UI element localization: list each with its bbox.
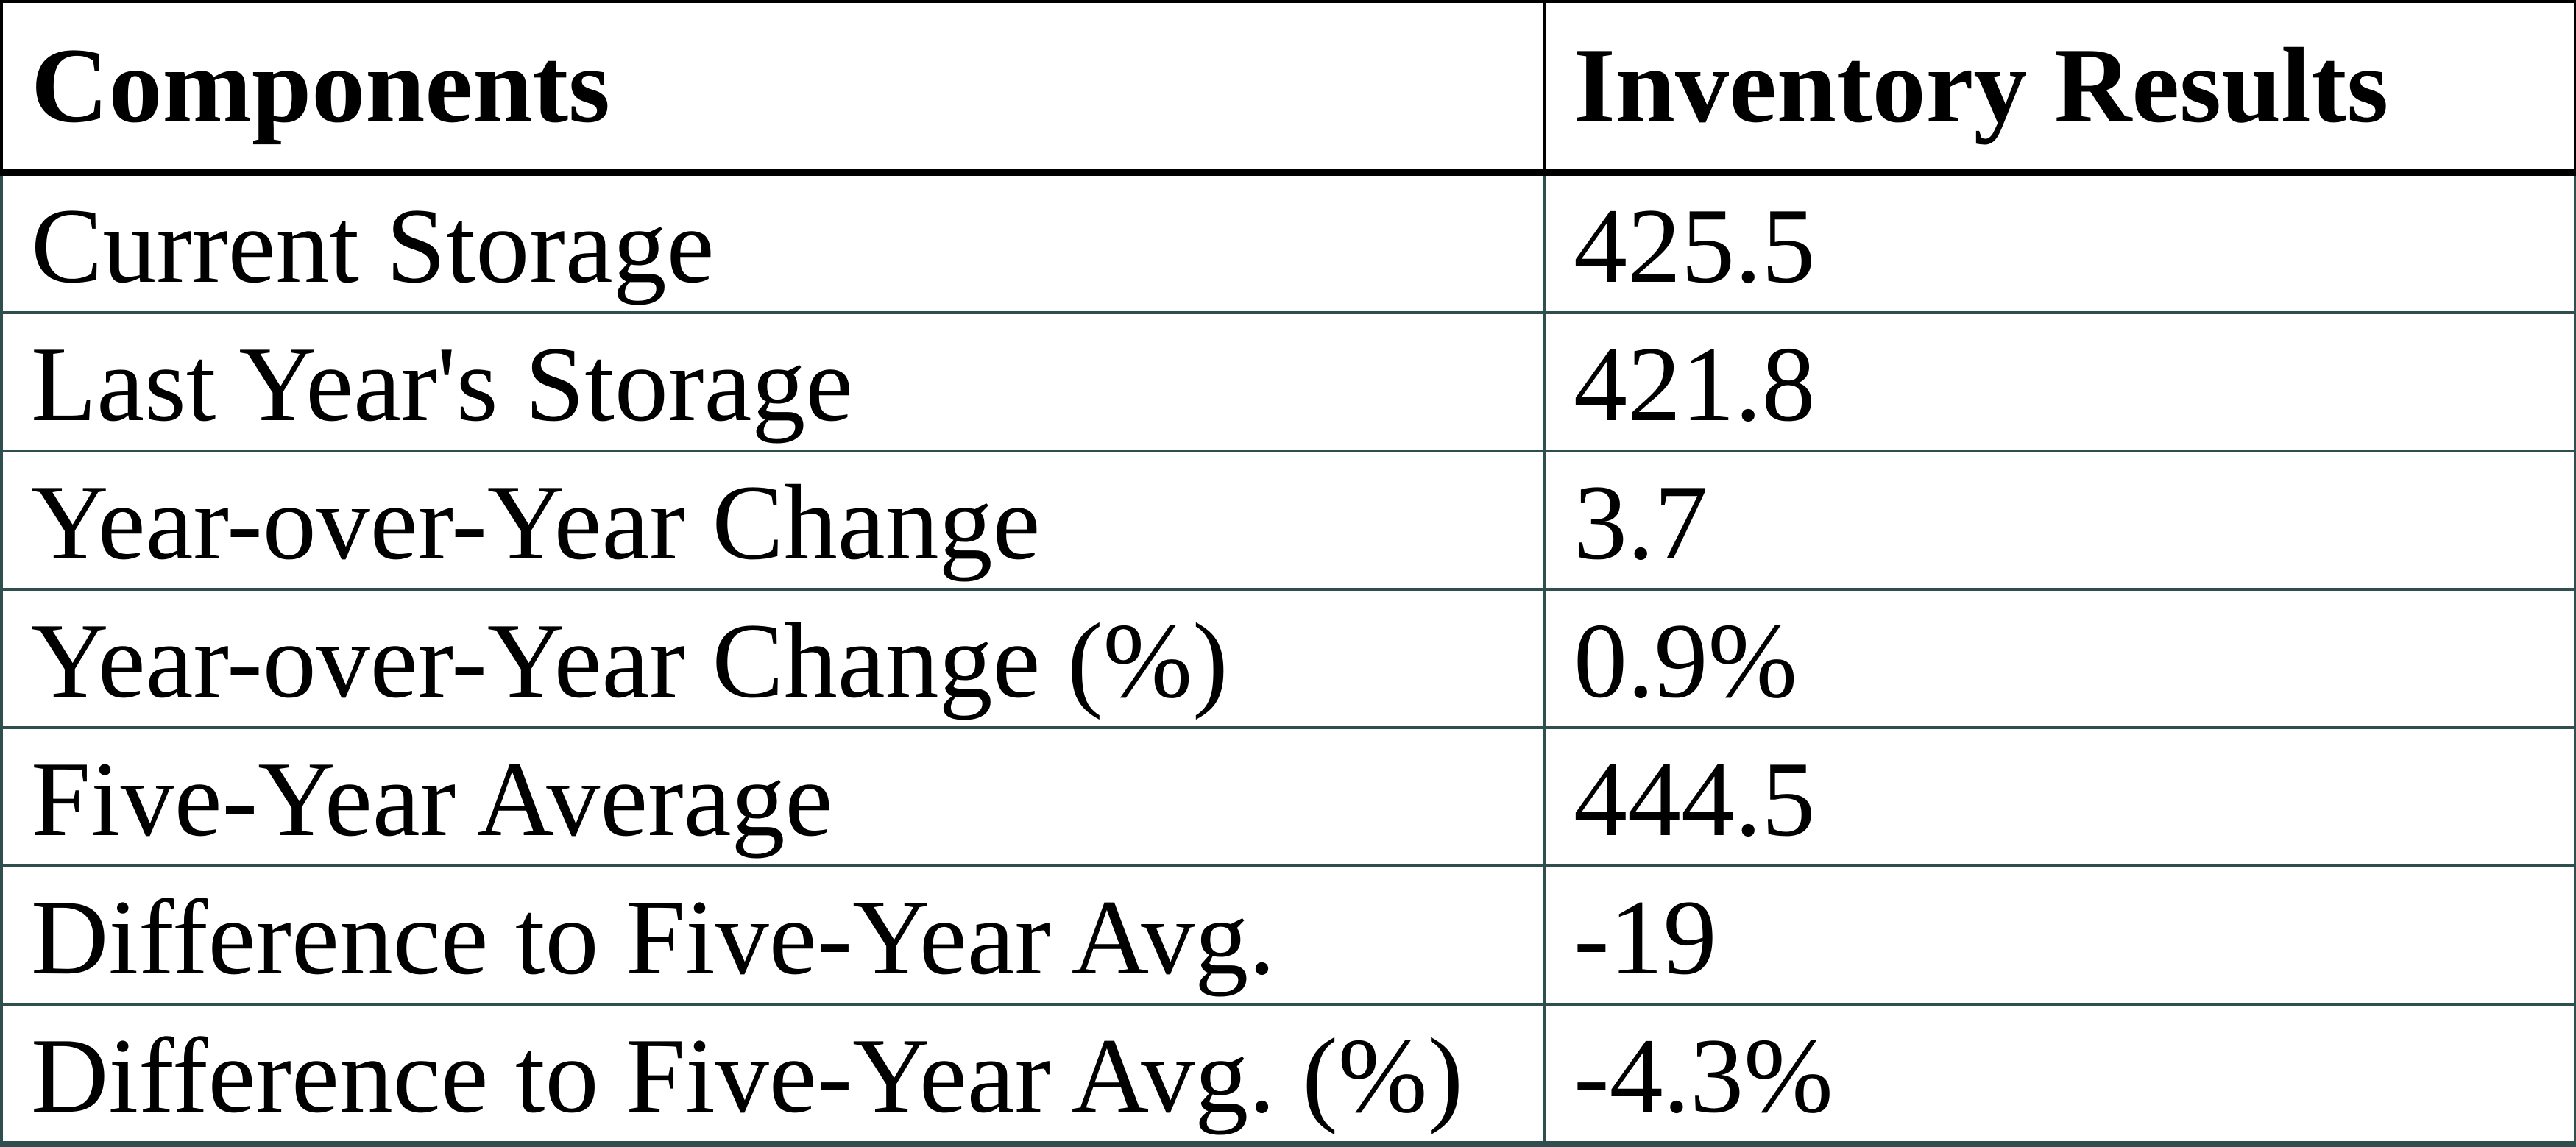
row-value-cell: 425.5 [1543,171,2576,314]
row-value-cell: 444.5 [1543,726,2576,867]
table-row-diff-five-year-avg: Difference to Five-Year Avg. -19 [0,864,2576,1006]
row-value-cell: 0.9% [1543,588,2576,729]
row-label-cell: Current Storage [0,171,1546,314]
row-label-cell: Difference to Five-Year Avg. (%) [0,1003,1546,1147]
row-label-cell: Year-over-Year Change [0,450,1546,591]
row-value-cell: -4.3% [1543,1003,2576,1147]
table-row-last-years-storage: Last Year's Storage 421.8 [0,311,2576,452]
table-row-five-year-average: Five-Year Average 444.5 [0,726,2576,867]
table-row-current-storage: Current Storage 425.5 [0,171,2576,314]
row-value-cell: 421.8 [1543,311,2576,452]
table-row-yoy-change: Year-over-Year Change 3.7 [0,450,2576,591]
column-header-components: Components [0,0,1546,176]
row-label-cell: Difference to Five-Year Avg. [0,864,1546,1006]
row-label-cell: Last Year's Storage [0,311,1546,452]
column-header-inventory-results: Inventory Results [1543,0,2576,176]
row-label-cell: Five-Year Average [0,726,1546,867]
row-value-cell: -19 [1543,864,2576,1006]
table-row-yoy-change-pct: Year-over-Year Change (%) 0.9% [0,588,2576,729]
header-row: Components Inventory Results [0,0,2576,176]
table-row-diff-five-year-avg-pct: Difference to Five-Year Avg. (%) -4.3% [0,1003,2576,1147]
row-value-cell: 3.7 [1543,450,2576,591]
row-label-cell: Year-over-Year Change (%) [0,588,1546,729]
